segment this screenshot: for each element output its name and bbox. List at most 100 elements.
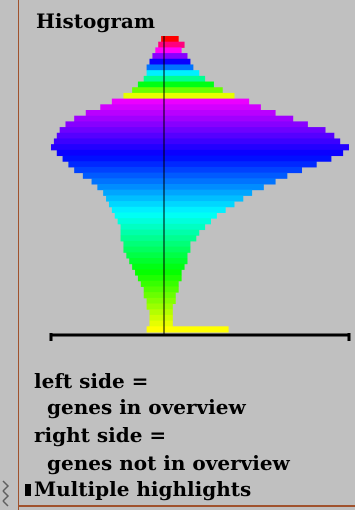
legend-left-side-label: left side =	[34, 370, 148, 392]
histogram-bar-right	[164, 133, 334, 139]
histogram-bar-right	[164, 218, 211, 224]
x-tick-label-center: 0	[157, 341, 171, 345]
multiple-highlights-marker[interactable]	[25, 484, 31, 496]
histogram-bar-right	[164, 104, 261, 110]
histogram-bar-right	[164, 178, 276, 184]
histogram-bar-right	[164, 93, 234, 99]
histogram-bar-left	[109, 201, 164, 207]
histogram-bar-right	[164, 309, 173, 315]
histogram-bar-left	[51, 144, 164, 150]
histogram-bar-right	[164, 292, 176, 298]
histogram-bar-left	[121, 230, 164, 236]
histogram-bar-right	[164, 184, 264, 190]
histogram-bar-right	[164, 264, 185, 270]
multiple-highlights-option[interactable]: Multiple highlights	[34, 478, 251, 500]
histogram-bar-left	[150, 309, 164, 315]
histogram-bar-right	[164, 195, 243, 201]
resize-grip-icon[interactable]	[0, 478, 14, 510]
histogram-bar-left	[138, 275, 164, 281]
histogram-bar-right	[164, 247, 190, 253]
histogram-bar-left	[144, 286, 164, 292]
histogram-bar-left	[97, 184, 164, 190]
histogram-bar-right	[164, 304, 173, 310]
histogram-bar-right	[164, 286, 179, 292]
histogram-bar-left	[147, 326, 164, 332]
histogram-bar-right	[164, 269, 182, 275]
histogram-bar-right	[164, 258, 187, 264]
histogram-bar-left	[100, 104, 164, 110]
histogram-bar-left	[123, 247, 164, 253]
histogram-bar-left	[65, 121, 164, 127]
histogram-bar-left	[158, 42, 164, 48]
histogram-bar-right	[164, 326, 229, 332]
histogram-bar-right	[164, 110, 276, 116]
histogram-bar-right	[164, 207, 226, 213]
histogram-bar-right	[164, 87, 223, 93]
histogram-bar-left	[121, 235, 164, 241]
histogram-bar-left	[132, 87, 164, 93]
histogram-bar-left	[106, 195, 164, 201]
histogram-bar-left	[150, 59, 164, 65]
histogram-bar-right	[164, 173, 287, 179]
histogram-bar-left	[155, 47, 164, 53]
histogram-bar-right	[164, 212, 217, 218]
histogram-bar-right	[164, 275, 182, 281]
histogram-bar-left	[121, 224, 164, 230]
histogram-bar-right	[164, 156, 331, 162]
histogram-bar-left	[138, 82, 164, 88]
histogram-bar-left	[63, 156, 164, 162]
histogram-bar-left	[147, 64, 164, 70]
histogram-bar-right	[164, 59, 190, 65]
histogram-bar-left	[135, 269, 164, 275]
histogram-bar-right	[164, 138, 340, 144]
x-tick-label-left: 39	[35, 341, 63, 345]
histogram-bar-left	[144, 292, 164, 298]
histogram-bar-right	[164, 252, 187, 258]
histogram-chart: 39 0 63	[0, 0, 355, 345]
histogram-bar-right	[164, 161, 317, 167]
histogram-bar-left	[118, 218, 164, 224]
histogram-bar-right	[164, 235, 196, 241]
histogram-bar-left	[147, 70, 164, 76]
x-tick-label-right: 63	[333, 341, 355, 345]
histogram-bar-left	[86, 110, 164, 116]
histogram-bar-right	[164, 150, 343, 156]
histogram-bar-left	[150, 321, 164, 327]
histogram-bar-right	[164, 76, 205, 82]
histogram-bar-left	[126, 252, 164, 258]
legend-right-side-label: right side =	[34, 424, 166, 446]
histogram-bar-left	[141, 281, 164, 287]
histogram-bar-right	[164, 116, 293, 122]
histogram-bar-right	[164, 47, 182, 53]
histogram-bar-left	[129, 258, 164, 264]
histogram-bar-left	[112, 207, 164, 213]
histogram-bar-right	[164, 190, 252, 196]
histogram-bar-left	[152, 53, 164, 59]
histogram-bar-left	[132, 264, 164, 270]
histogram-bar-right	[164, 230, 199, 236]
histogram-bar-right	[164, 144, 349, 150]
histogram-bar-left	[103, 190, 164, 196]
histogram-bar-right	[164, 224, 205, 230]
histogram-bar-left	[144, 76, 164, 82]
histogram-bar-right	[164, 53, 187, 59]
histogram-bar-left	[83, 173, 164, 179]
histogram-bar-left	[92, 178, 164, 184]
histogram-bar-right	[164, 99, 249, 105]
histogram-bar-right	[164, 70, 199, 76]
histogram-bar-right	[164, 201, 234, 207]
histogram-bar-left	[150, 315, 164, 321]
histogram-bar-left	[123, 93, 164, 99]
legend-right-side-desc: genes not in overview	[47, 452, 290, 474]
legend-left-side-desc: genes in overview	[47, 396, 246, 418]
histogram-bar-left	[74, 167, 164, 173]
histogram-bar-right	[164, 315, 173, 321]
histogram-bar-left	[147, 298, 164, 304]
histogram-bar-right	[164, 36, 179, 42]
histogram-bar-right	[164, 321, 173, 327]
histogram-bar-right	[164, 121, 308, 127]
histogram-bar-right	[164, 241, 190, 247]
histogram-bar-left	[68, 161, 164, 167]
histogram-bar-left	[115, 212, 164, 218]
histogram-bar-right	[164, 167, 302, 173]
